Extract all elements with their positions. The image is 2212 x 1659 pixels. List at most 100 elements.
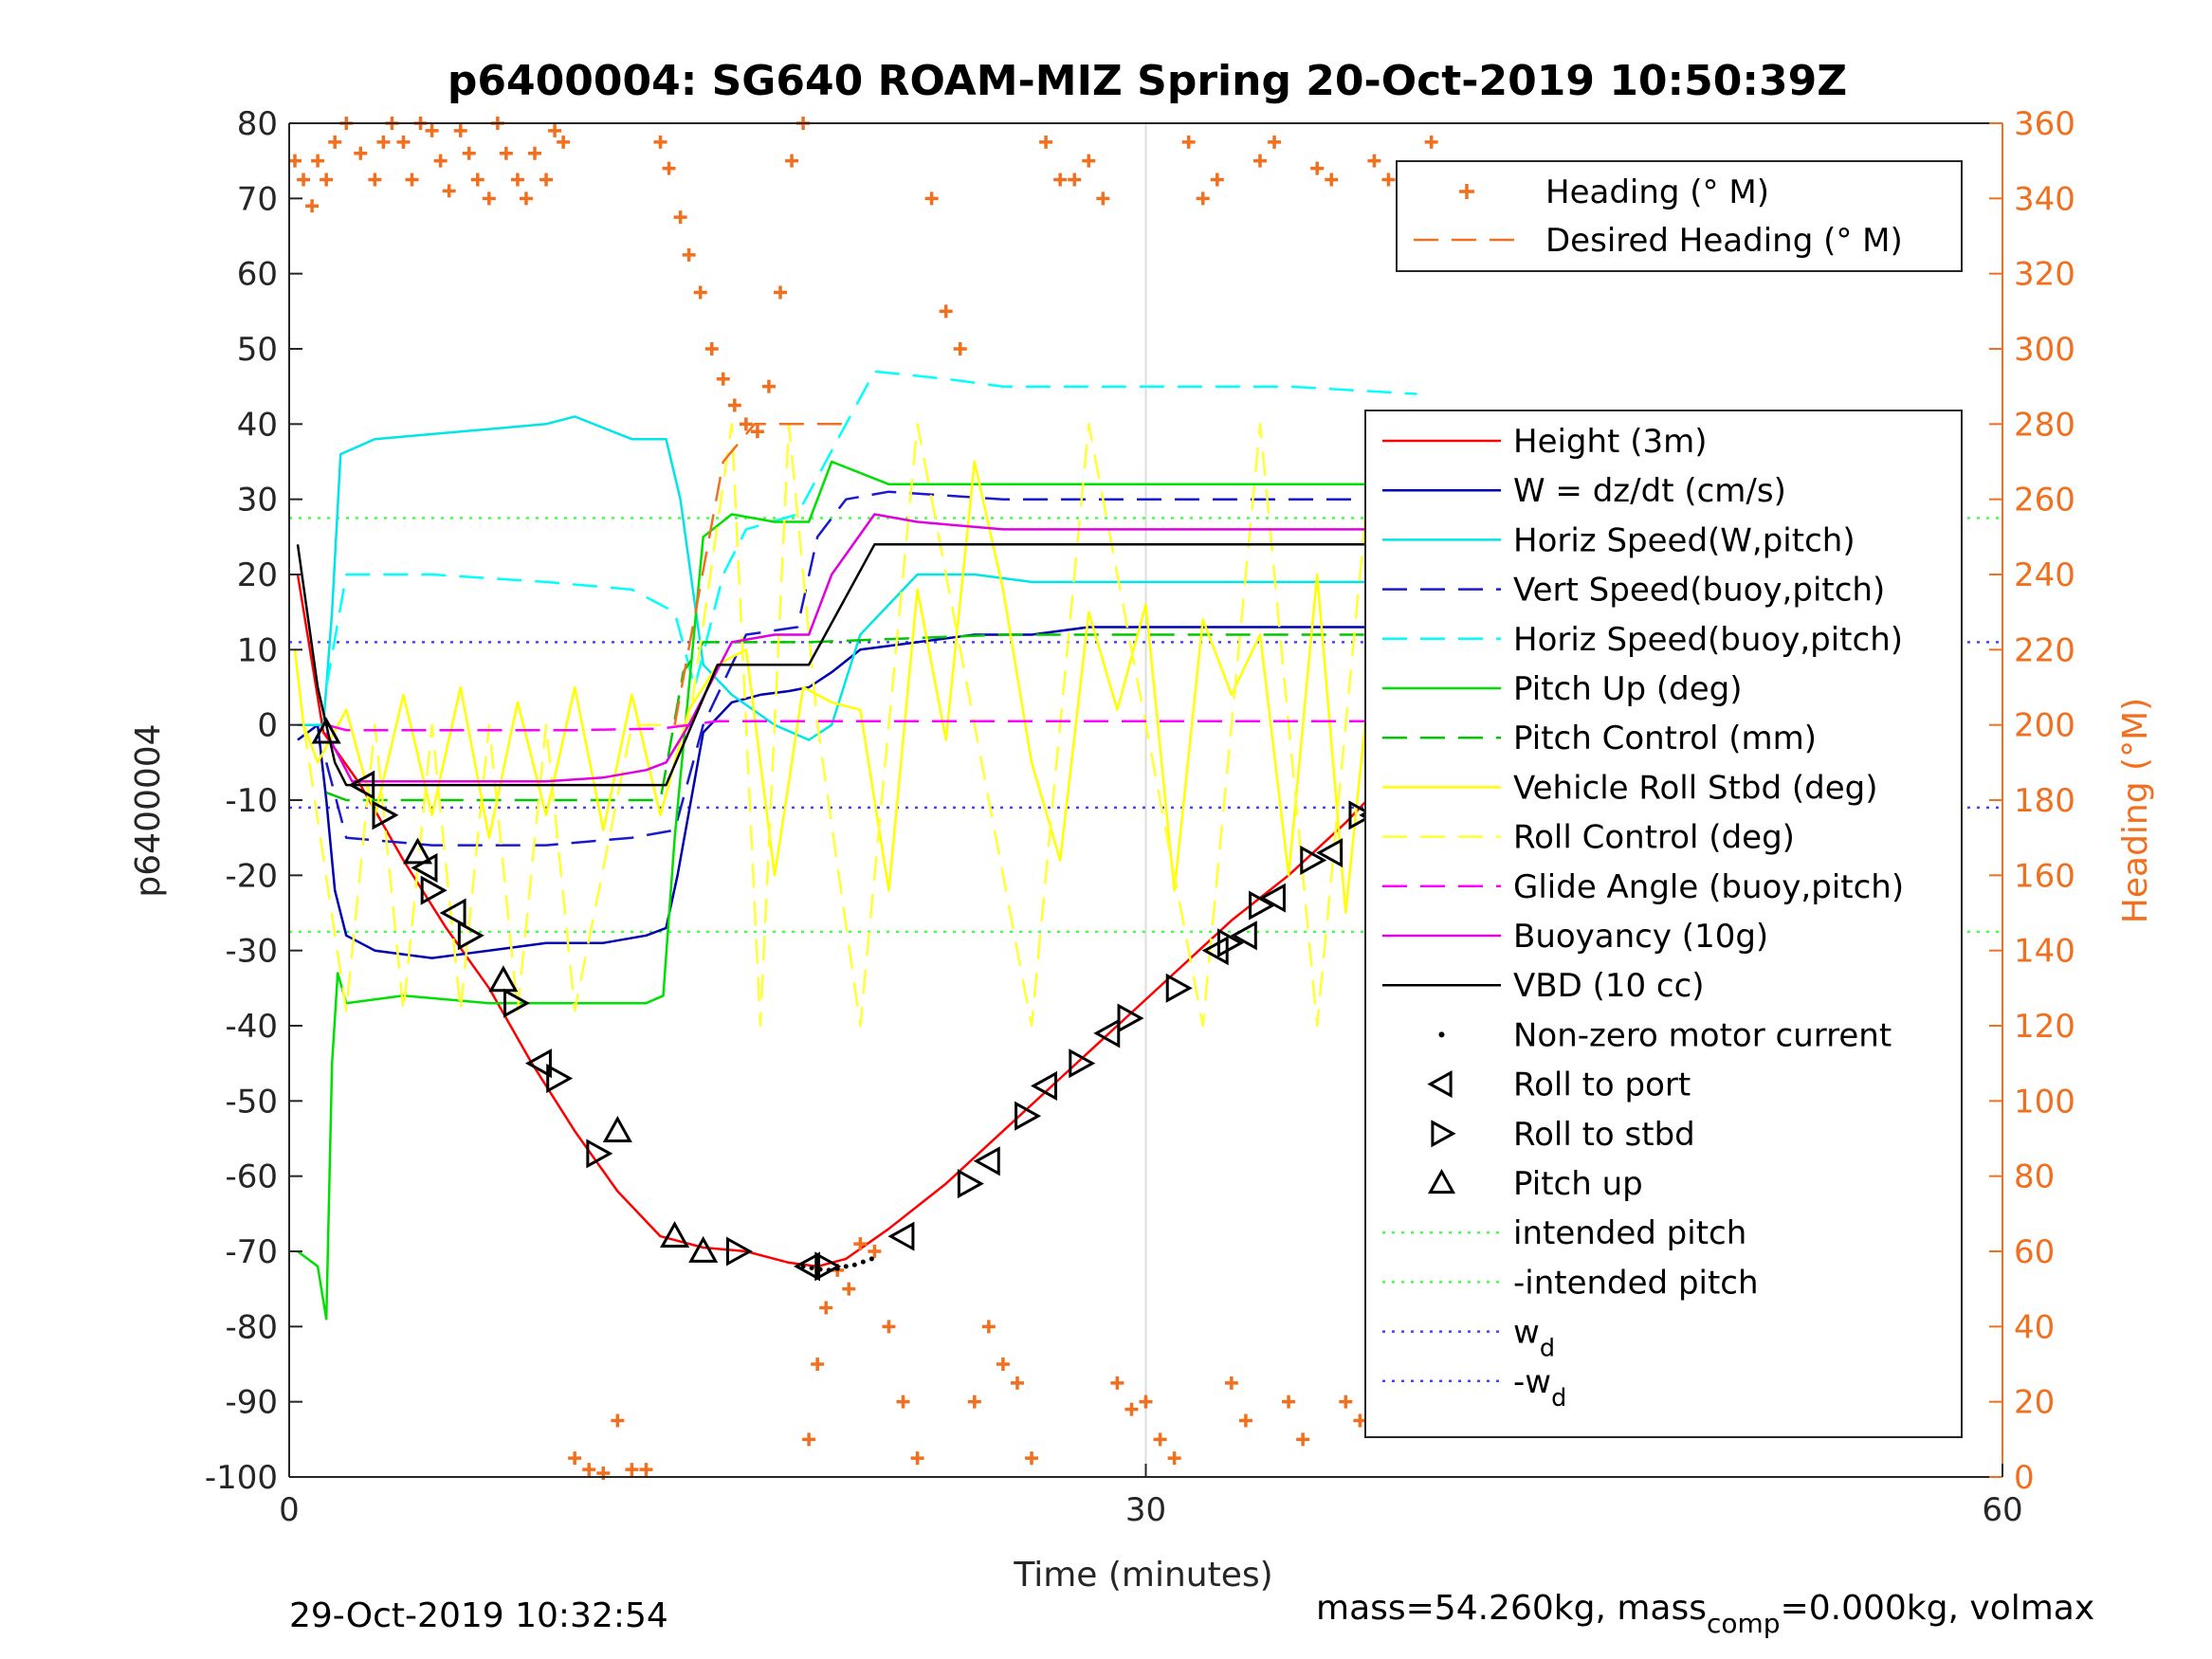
heading-point xyxy=(433,154,448,168)
y2-tick-label: 80 xyxy=(2014,1158,2055,1196)
legend-entry-subscript: d xyxy=(1551,1384,1566,1413)
legend-entry-label: Desired Heading (° M) xyxy=(1545,222,1903,260)
y2-tick-label: 0 xyxy=(2014,1459,2035,1497)
heading-point xyxy=(924,191,939,206)
motor-current-dot xyxy=(851,1262,857,1267)
heading-point xyxy=(405,173,419,187)
heading-point xyxy=(981,1320,996,1334)
heading-point xyxy=(425,123,439,137)
motor-current-dot xyxy=(826,1267,832,1273)
pitch-up-marker xyxy=(311,717,341,744)
heading-point xyxy=(1110,1376,1124,1390)
y-tick-label: -30 xyxy=(225,933,278,971)
series-line xyxy=(302,423,1433,1028)
legend-main: Height (3m) W = dz/dt (cm/s) Horiz Speed(W… xyxy=(1364,410,1963,1438)
legend-entry-label: W = dz/dt (cm/s) xyxy=(1513,472,1786,510)
heading-point xyxy=(539,173,554,187)
roll-to-port-marker xyxy=(524,1048,552,1079)
heading-point xyxy=(1010,1376,1024,1390)
roll-to-port-marker xyxy=(1316,837,1344,868)
legend-entry-label: Vehicle Roll Stbd (deg) xyxy=(1513,769,1878,807)
legend-entry-label: Heading (° M) xyxy=(1545,173,1769,211)
heading-point xyxy=(320,173,334,187)
series-layer xyxy=(288,117,1441,1481)
heading-point xyxy=(939,304,953,319)
legend-entry-label: intended pitch xyxy=(1513,1214,1746,1252)
legend-entry-label: Pitch up xyxy=(1513,1165,1643,1203)
heading-point xyxy=(482,191,496,206)
heading-point xyxy=(693,285,707,300)
heading-point xyxy=(1381,173,1396,187)
series-vbd-10-cc xyxy=(296,543,1440,787)
heading-point xyxy=(1268,135,1282,149)
pitch-up-marker xyxy=(488,965,519,993)
y-tick-label: -50 xyxy=(225,1083,278,1121)
roll-to-stbd-marker xyxy=(814,1251,842,1282)
heading-point xyxy=(1124,1402,1139,1416)
series-line xyxy=(325,720,1432,732)
heading-point xyxy=(1167,1451,1181,1466)
y2-tick-label: 160 xyxy=(2014,857,2075,895)
legend-entry-label: VBD (10 cc) xyxy=(1513,967,1705,1005)
roll-to-port-marker xyxy=(348,770,375,800)
x-tick-label: 0 xyxy=(279,1491,300,1529)
y-tick-label: 40 xyxy=(237,406,278,444)
heading-point xyxy=(1153,1432,1167,1447)
heading-point xyxy=(853,1237,868,1251)
heading-point xyxy=(727,398,741,412)
legend-entry-label: Roll Control (deg) xyxy=(1513,819,1795,857)
roll-to-stbd-marker xyxy=(1348,800,1376,830)
legend-box xyxy=(1396,160,1963,272)
y2-tick-label: 200 xyxy=(2014,707,2075,745)
pitch-up-marker xyxy=(688,1235,719,1263)
y2-tick-label: 240 xyxy=(2014,556,2075,594)
roll-to-stbd-marker xyxy=(457,921,484,951)
y2-tick-label: 320 xyxy=(2014,256,2075,294)
heading-point xyxy=(1310,161,1325,175)
roll-to-stbd-marker xyxy=(1165,973,1193,1003)
heading-point xyxy=(528,146,542,160)
heading-point xyxy=(819,1301,833,1315)
series-horiz-speed-buoy-pitch xyxy=(324,370,1417,689)
heading-point xyxy=(328,135,342,149)
heading-point xyxy=(305,199,320,213)
legend-entry-label: Horiz Speed(buoy,pitch) xyxy=(1513,621,1903,659)
roll-to-stbd-marker xyxy=(725,1236,753,1267)
motor-current-dot xyxy=(809,1265,814,1270)
heading-point xyxy=(311,154,325,168)
y-tick-label: 10 xyxy=(237,631,278,669)
series-vert-speed-buoy-pitch xyxy=(324,490,1440,847)
pitch-up-marker xyxy=(660,1221,690,1249)
motor-current-dot xyxy=(800,1264,806,1269)
heading-point xyxy=(548,123,562,137)
heading-point xyxy=(453,123,467,137)
legend-heading: Heading (° M) Desired Heading (° M) xyxy=(1396,160,1963,272)
roll-to-stbd-marker xyxy=(546,1063,574,1094)
heading-point xyxy=(354,146,368,160)
heading-point xyxy=(1238,1413,1252,1428)
y-axis-label: p6400004 xyxy=(129,723,168,897)
roll-to-stbd-marker xyxy=(503,988,531,1018)
y2-tick-label: 60 xyxy=(2014,1233,2055,1271)
heading-point xyxy=(896,1395,910,1409)
series-glide-angle-buoy-pitch xyxy=(325,720,1432,732)
roll-to-stbd-marker xyxy=(1069,1048,1096,1079)
y-tick-label: 70 xyxy=(237,180,278,218)
roll-to-port-marker xyxy=(1093,1018,1121,1048)
heading-point xyxy=(1282,1395,1296,1409)
legend-sample-plus xyxy=(1459,184,1474,199)
heading-point xyxy=(1181,135,1196,149)
roll-to-port-marker xyxy=(1230,921,1257,951)
series-line xyxy=(325,513,1440,783)
y2-tick-label: 300 xyxy=(2014,331,2075,369)
heading-point xyxy=(673,210,687,225)
y-tick-label: 80 xyxy=(237,105,278,143)
y2-tick-label: 340 xyxy=(2014,180,2075,218)
heading-point xyxy=(802,1432,816,1447)
legend-entry-label: -intended pitch xyxy=(1513,1264,1759,1302)
y-tick-label: 30 xyxy=(237,482,278,520)
heading-point xyxy=(625,1463,639,1477)
heading-point xyxy=(288,154,302,168)
series-line xyxy=(324,490,1440,847)
heading-point xyxy=(297,173,311,187)
